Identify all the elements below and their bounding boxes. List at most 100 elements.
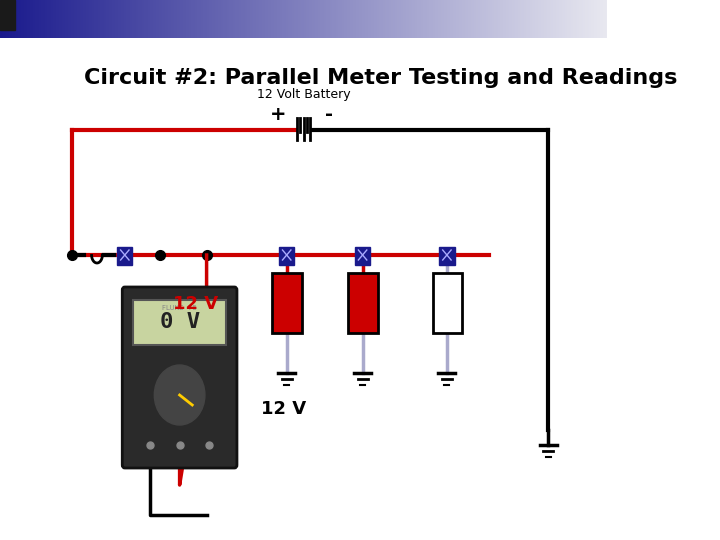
Bar [125,0,126,38]
Bar [428,0,429,38]
Bar [440,0,441,38]
Bar [81,0,82,38]
Bar [577,0,578,38]
Bar [51,0,53,38]
Bar [142,0,143,38]
Bar [339,0,340,38]
Bar [463,0,464,38]
Bar [87,0,88,38]
Bar [555,0,556,38]
Bar [264,0,265,38]
Bar [553,0,554,38]
Bar [139,0,140,38]
Bar [351,0,353,38]
Bar [422,0,423,38]
Bar [380,0,381,38]
Bar [408,0,409,38]
Bar [479,0,480,38]
Bar [285,0,286,38]
Bar [518,0,519,38]
Bar [225,0,226,38]
Bar [241,0,242,38]
Bar [265,0,266,38]
Bar [429,0,430,38]
Bar [268,0,269,38]
Bar [212,0,213,38]
Bar [386,0,387,38]
Bar [14,0,15,38]
Bar [531,0,532,38]
Bar [474,0,476,38]
Bar [434,0,435,38]
Bar [3,0,4,38]
Bar [69,0,70,38]
Bar [343,0,344,38]
Bar [384,0,385,38]
Bar [576,0,577,38]
Bar [89,0,90,38]
Bar [373,0,374,38]
Bar [560,0,561,38]
Bar [226,0,227,38]
Bar [314,0,315,38]
Bar [601,0,602,38]
Bar [433,0,434,38]
Bar [337,0,338,38]
Bar [425,0,426,38]
Bar [132,0,133,38]
Bar [495,0,496,38]
Bar [326,0,327,38]
Bar [83,0,84,38]
Bar [171,0,172,38]
Bar [498,0,499,38]
Bar [368,0,369,38]
Bar [31,0,32,38]
Bar [374,0,375,38]
Bar [342,0,343,38]
Bar [178,0,179,38]
Bar [198,0,199,38]
Bar [8,0,9,38]
Bar [147,0,148,38]
Bar [391,0,392,38]
Bar [277,0,278,38]
Bar [260,0,261,38]
Bar [448,0,449,38]
Bar [274,0,275,38]
Bar [341,0,342,38]
Bar [177,0,178,38]
Bar [572,0,573,38]
Bar [22,0,23,38]
Text: 12 V: 12 V [173,295,218,313]
Bar [480,0,481,38]
Bar [120,0,122,38]
Bar [523,0,524,38]
Bar [273,0,274,38]
Bar [263,0,264,38]
Bar [154,0,155,38]
Bar [363,0,364,38]
Bar [599,0,600,38]
Bar [236,0,237,38]
Bar [55,0,56,38]
Bar [157,0,158,38]
Bar [334,0,335,38]
Bar [544,0,545,38]
Bar [295,0,296,38]
Bar [158,0,159,38]
Bar [353,0,354,38]
Bar [585,0,586,38]
Bar [82,0,83,38]
Bar [559,0,560,38]
Bar [38,0,39,38]
Bar [452,0,453,38]
Bar [134,0,135,38]
Bar [590,0,591,38]
Bar [394,0,395,38]
Bar [556,0,557,38]
Bar [174,0,176,38]
Bar [150,0,151,38]
Bar [509,0,510,38]
Bar [33,0,34,38]
Bar [336,0,337,38]
